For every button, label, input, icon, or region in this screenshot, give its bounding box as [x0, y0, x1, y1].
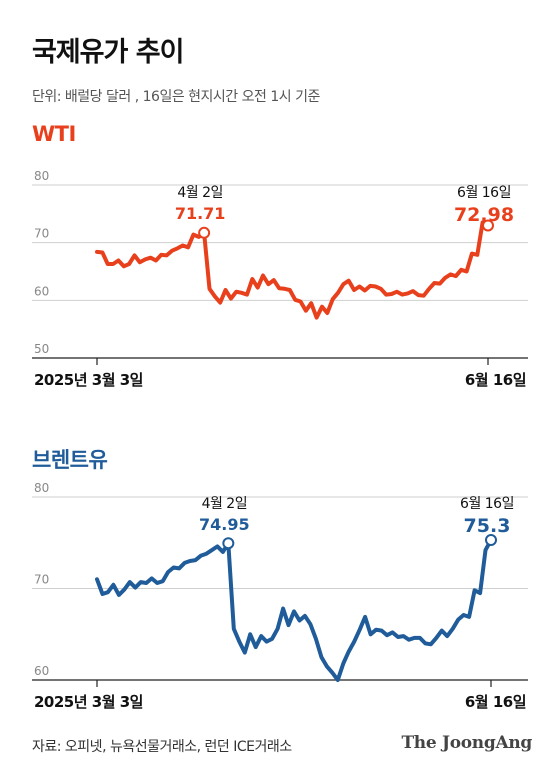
wti-annotation-date: 6월 16일	[457, 185, 511, 201]
brent-y-tick-label: 80	[34, 481, 49, 495]
chart-subtitle: 단위: 배럴당 달러 , 16일은 현지시간 오전 1시 기준	[32, 89, 320, 105]
wti-annotation-marker	[198, 226, 211, 239]
wti-chart: 80 70 60 50 2025년 3월 3일 6월 16일 4월 2일 71.71 6월 16…	[32, 169, 528, 389]
brent-x-end-label: 6월 16일	[465, 693, 526, 711]
wti-x-end-label: 6월 16일	[465, 371, 526, 389]
wti-series-line	[95, 220, 490, 320]
wti-y-tick-label: 70	[34, 227, 49, 241]
brent-annotation-marker	[485, 534, 497, 547]
wti-x-start-label: 2025년 3월 3일	[34, 371, 143, 389]
brent-annotation-date: 4월 2일	[202, 496, 248, 512]
brent-annotation-value: 74.95	[199, 515, 250, 534]
wti-annotation-value: 71.71	[175, 204, 226, 223]
brent-annotation-date: 6월 16일	[460, 496, 514, 512]
publisher-logo: The JoongAng	[401, 733, 532, 753]
brent-series-line	[95, 538, 493, 682]
wti-chart-title: WTI	[32, 122, 76, 146]
brent-annotation-value: 75.3	[464, 515, 511, 537]
chart-title: 국제유가 추이	[32, 37, 184, 68]
wti-y-tick-label: 50	[34, 342, 49, 356]
wti-annotation-date: 4월 2일	[177, 185, 223, 201]
wti-annotation-value: 72.98	[454, 204, 514, 226]
wti-y-tick-label: 80	[34, 169, 49, 183]
brent-x-start-label: 2025년 3월 3일	[34, 693, 143, 711]
brent-chart-title: 브렌트유	[32, 448, 108, 472]
wti-annotation-marker	[482, 219, 494, 232]
wti-y-tick-label: 60	[34, 284, 49, 298]
brent-y-tick-label: 70	[34, 573, 49, 587]
brent-chart: 80 70 60 2025년 3월 3일 6월 16일 4월 2일 74.95 6월 16일 7…	[32, 481, 528, 711]
brent-annotation-marker	[222, 537, 235, 550]
source-note: 자료: 오피넷, 뉴욕선물거래소, 런던 ICE거래소	[32, 739, 292, 755]
brent-y-tick-label: 60	[34, 664, 49, 678]
